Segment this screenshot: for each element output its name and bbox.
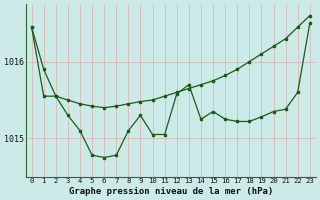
X-axis label: Graphe pression niveau de la mer (hPa): Graphe pression niveau de la mer (hPa) [68, 187, 273, 196]
